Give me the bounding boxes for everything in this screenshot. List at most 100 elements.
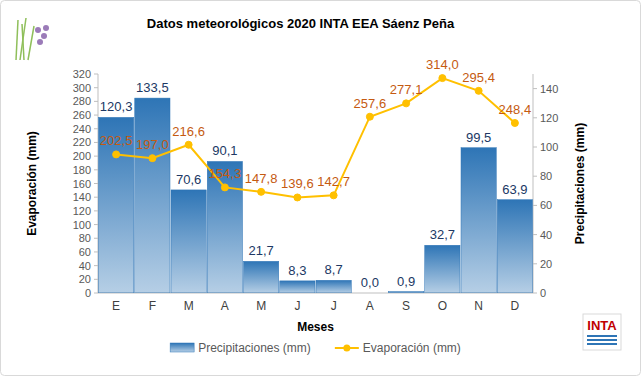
y2-tick-label: 0 [540,287,546,299]
logo: INTA [583,314,621,350]
legend-item: Precipitaciones (mm) [170,341,311,355]
y2-tick [533,88,537,89]
x-axis-title: Meses [297,320,334,334]
y-tick-label: 320 [73,68,91,80]
bar [316,280,351,293]
plant-stem [20,18,26,60]
bar [461,148,496,293]
y2-tick [533,263,537,264]
y-tick [94,142,98,143]
y-tick [94,265,98,266]
plot-area [99,75,533,293]
y-tick [94,251,98,252]
y-tick [94,293,98,294]
x-tick-label: A [221,299,229,313]
bar [352,293,387,294]
y-tick-label: 140 [73,191,91,203]
plant-stem [16,20,18,60]
logo-stripe [587,339,617,341]
line-marker [403,100,410,107]
bar [497,200,532,293]
legend: Precipitaciones (mm) Evaporación (mm) [170,341,461,355]
bar-data-label: 32,7 [430,227,455,242]
y2-tick-label: 100 [540,141,558,153]
line-marker [330,192,337,199]
y-tick [94,279,98,280]
bar [99,117,134,293]
line-marker [475,87,482,94]
bar-data-label: 70,6 [176,172,201,187]
bar [207,161,242,293]
bar [135,98,170,293]
y-tick [94,210,98,211]
y-tick [94,87,98,88]
bar [171,190,206,293]
line-marker [221,184,228,191]
plant-icon [16,18,49,60]
y-tick-label: 40 [79,260,91,272]
x-tick-label: D [511,299,520,313]
bar-data-label: 0,0 [361,275,379,290]
line-marker [258,188,265,195]
line-data-label: 154,3 [209,166,242,181]
line-marker [366,113,373,120]
bar [389,292,424,293]
bar-data-label: 133,5 [136,80,169,95]
y2-tick-label: 120 [540,112,558,124]
logo-box [583,314,621,350]
y-tick [94,101,98,102]
y-tick [94,128,98,129]
line-data-label: 248,4 [499,102,532,117]
bar [280,281,315,293]
legend-item: Evaporación (mm) [335,341,461,355]
x-tick-label: J [294,299,300,313]
plant-flower [35,27,41,33]
line-marker [294,194,301,201]
x-tick-label: E [112,299,120,313]
y-tick-label: 260 [73,109,91,121]
line-data-label: 139,6 [281,176,314,191]
y-tick-label: 20 [79,273,91,285]
chart: Datos meteorológicos 2020 INTA EEA Sáenz… [0,0,641,376]
x-tick-label: J [331,299,337,313]
y2-tick-label: 60 [540,199,552,211]
x-tick-label: M [184,299,194,313]
y-tick-label: 120 [73,205,91,217]
y-tick [94,224,98,225]
y-tick-label: 280 [73,95,91,107]
bar-data-label: 8,3 [288,263,306,278]
bar-data-label: 120,3 [100,99,133,114]
y-axis-title: Evaporación (mm) [25,131,39,236]
plant-flower [41,33,47,39]
plant-stem [22,24,24,60]
plant-stem [28,26,34,60]
y2-axis-title: Precipitaciones (mm) [573,123,587,244]
bar [244,261,279,293]
y2-tick [533,176,537,177]
y-tick-label: 180 [73,164,91,176]
y2-tick-label: 80 [540,170,552,182]
y-tick-label: 160 [73,178,91,190]
x-tick-label: A [366,299,374,313]
line-data-label: 257,6 [354,96,387,111]
y-tick-label: 200 [73,150,91,162]
line-marker [149,155,156,162]
plant-flower [43,25,49,31]
bar-data-label: 90,1 [212,143,237,158]
plant-flower [37,39,43,45]
line-data-label: 147,8 [245,171,278,186]
line-data-label: 197,0 [136,137,169,152]
y2-tick-label: 20 [540,258,552,270]
line-data-label: 142,7 [317,174,350,189]
x-tick-label: N [474,299,483,313]
bar-data-label: 21,7 [248,243,273,258]
legend-label: Evaporación (mm) [363,341,461,355]
y2-tick [533,234,537,235]
legend-label: Precipitaciones (mm) [198,341,311,355]
line-data-label: 277,1 [390,82,423,97]
line-data-label: 295,4 [462,70,495,85]
y-tick-label: 0 [85,287,91,299]
line-data-label: 314,0 [426,57,459,72]
bar [425,245,460,293]
bar-data-label: 63,9 [502,182,527,197]
